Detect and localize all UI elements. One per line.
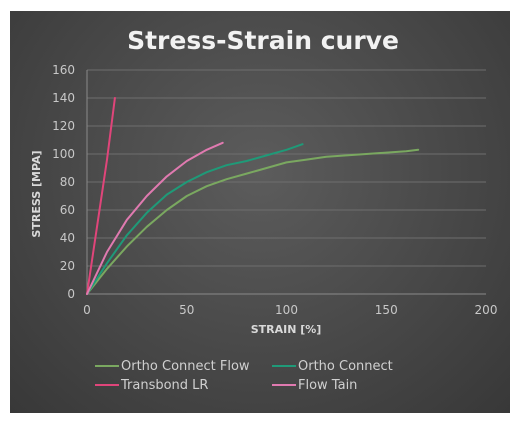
y-tick-label-5: 100	[52, 147, 75, 161]
series-line-1	[86, 143, 304, 295]
legend: Ortho Connect Flow Ortho Connect Transbond…	[95, 359, 393, 393]
legend-label-1: Ortho Connect	[298, 359, 393, 374]
x-tick-label-2: 100	[275, 303, 298, 317]
tick-labels: 0 20 40 60 80 100 120 140 160 0 50 100 150 200	[52, 63, 497, 317]
legend-label-3: Flow Tain	[298, 378, 357, 393]
y-axis-label: STRESS [MPA]	[30, 150, 43, 237]
series-line-0	[86, 148, 420, 295]
legend-label-0: Ortho Connect Flow	[121, 359, 250, 374]
y-tick-label-2: 40	[60, 231, 75, 245]
x-tick-label-0: 0	[83, 303, 91, 317]
y-tick-label-8: 160	[52, 63, 75, 77]
series-line-3	[86, 141, 224, 295]
y-tick-label-7: 140	[52, 91, 75, 105]
grid-lines	[87, 69, 486, 267]
data-series	[86, 97, 420, 295]
x-axis-label: STRAIN [%]	[251, 323, 322, 336]
series-line-2	[86, 97, 116, 295]
y-tick-label-1: 20	[60, 259, 75, 273]
y-tick-label-4: 80	[60, 175, 75, 189]
y-tick-label-3: 60	[60, 203, 75, 217]
x-tick-label-1: 50	[179, 303, 194, 317]
y-tick-label-0: 0	[67, 287, 75, 301]
x-tick-label-4: 200	[475, 303, 498, 317]
chart-title: Stress-Strain curve	[127, 26, 399, 55]
y-tick-label-6: 120	[52, 119, 75, 133]
x-tick-label-3: 150	[375, 303, 398, 317]
axes	[86, 70, 486, 295]
chart-panel	[10, 11, 510, 413]
legend-label-2: Transbond LR	[120, 378, 208, 393]
